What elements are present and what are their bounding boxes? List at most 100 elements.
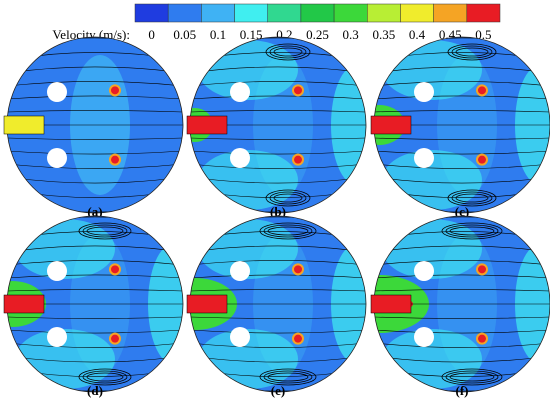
- streamline: [190, 137, 366, 140]
- vortex: [447, 43, 497, 61]
- streamline: [374, 342, 550, 348]
- cfd-panel: (e): [186, 215, 367, 398]
- streamline: [374, 66, 550, 74]
- vortex: [451, 45, 493, 59]
- vortex: [451, 191, 493, 205]
- inlet: [3, 115, 45, 135]
- streamline: [7, 274, 183, 279]
- vortex: [86, 372, 124, 382]
- legend-swatch: [367, 3, 401, 23]
- streamline: [374, 260, 550, 266]
- streamline: [374, 245, 550, 253]
- streamline: [190, 260, 366, 266]
- streamline: [190, 95, 366, 100]
- vortex: [78, 368, 132, 386]
- panel-label: (f): [456, 383, 469, 398]
- streamline: [7, 260, 183, 266]
- legend-swatch: [234, 3, 268, 23]
- streamline: [190, 289, 366, 292]
- streamline: [374, 176, 550, 184]
- legend-label: 0.4: [409, 27, 426, 42]
- cfd-panel: (d): [3, 215, 184, 398]
- streamline: [190, 81, 366, 87]
- inlet: [370, 115, 412, 135]
- vortex: [441, 222, 503, 240]
- vortex: [265, 43, 311, 61]
- legend-swatch: [167, 3, 202, 23]
- inlet: [3, 294, 45, 314]
- streamline: [7, 329, 183, 334]
- hole: [414, 327, 434, 347]
- streamline: [190, 163, 366, 169]
- hole: [414, 261, 434, 281]
- streamline: [374, 355, 550, 363]
- heater: [109, 153, 121, 166]
- streamline: [190, 245, 366, 253]
- streamline: [190, 274, 366, 279]
- vortex: [449, 226, 495, 236]
- vortex: [267, 226, 309, 236]
- streamline: [374, 95, 550, 100]
- legend-swatch: [267, 3, 302, 23]
- streamline: [374, 81, 550, 87]
- streamline: [374, 110, 550, 113]
- vortex: [259, 222, 317, 240]
- legend-label: 0.25: [306, 27, 329, 42]
- inlet: [186, 294, 228, 314]
- heater: [109, 263, 121, 276]
- inlet: [370, 294, 412, 314]
- streamline: [7, 245, 183, 253]
- streamline: [190, 66, 366, 74]
- legend-swatch: [433, 3, 468, 23]
- streamline: [7, 137, 183, 140]
- contour: [7, 216, 183, 392]
- vortex: [445, 224, 499, 238]
- panel-label: (a): [87, 204, 102, 219]
- streamline: [374, 274, 550, 279]
- streamline: [7, 316, 183, 319]
- hole: [47, 261, 67, 281]
- vortex: [449, 372, 495, 382]
- streamline: [374, 150, 550, 155]
- streamline: [190, 342, 366, 348]
- heater: [476, 153, 488, 166]
- vortex: [273, 47, 303, 57]
- vortex: [267, 372, 309, 382]
- cfd-panel: (b): [186, 36, 367, 219]
- legend-label: 0.1: [210, 27, 226, 42]
- legend-label: 0.3: [343, 27, 359, 42]
- streamline: [374, 137, 550, 140]
- vortex: [269, 191, 307, 205]
- legend-swatch: [134, 3, 169, 23]
- legend-swatch: [466, 3, 501, 23]
- streamline: [7, 110, 183, 113]
- panel-label: (c): [455, 204, 469, 219]
- hole: [47, 327, 67, 347]
- panel-label: (d): [87, 383, 103, 398]
- streamline: [190, 329, 366, 334]
- hole: [47, 82, 67, 102]
- vortex: [259, 368, 317, 386]
- legend-swatch: [300, 3, 335, 23]
- streamline: [190, 150, 366, 155]
- streamline: [190, 316, 366, 319]
- streamline: [374, 163, 550, 169]
- streamline: [7, 95, 183, 100]
- panel-label: (b): [270, 204, 286, 219]
- streamline: [374, 316, 550, 319]
- legend-label: 0.5: [475, 27, 491, 42]
- contour: [374, 216, 550, 392]
- hole: [230, 327, 250, 347]
- legend-label: 0.05: [173, 27, 196, 42]
- streamline: [7, 150, 183, 155]
- heater: [109, 84, 121, 97]
- hole: [230, 261, 250, 281]
- streamline: [7, 163, 183, 169]
- legend-swatch: [333, 3, 368, 23]
- streamline: [190, 355, 366, 363]
- legend-label: 0: [148, 27, 155, 42]
- vortex: [86, 226, 124, 236]
- inlet: [186, 115, 228, 135]
- panel-label: (e): [271, 383, 285, 398]
